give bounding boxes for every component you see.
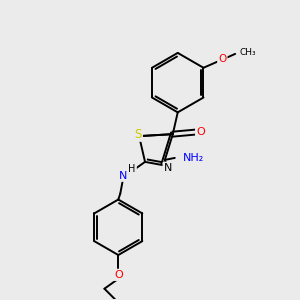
Text: S: S (134, 128, 142, 141)
Text: O: O (218, 54, 226, 64)
Text: H: H (128, 164, 136, 174)
Text: CH₃: CH₃ (239, 48, 256, 57)
Text: N: N (164, 163, 172, 173)
Text: O: O (114, 270, 123, 280)
Text: NH₂: NH₂ (183, 153, 204, 163)
Text: O: O (196, 127, 205, 137)
Text: N: N (119, 171, 128, 181)
